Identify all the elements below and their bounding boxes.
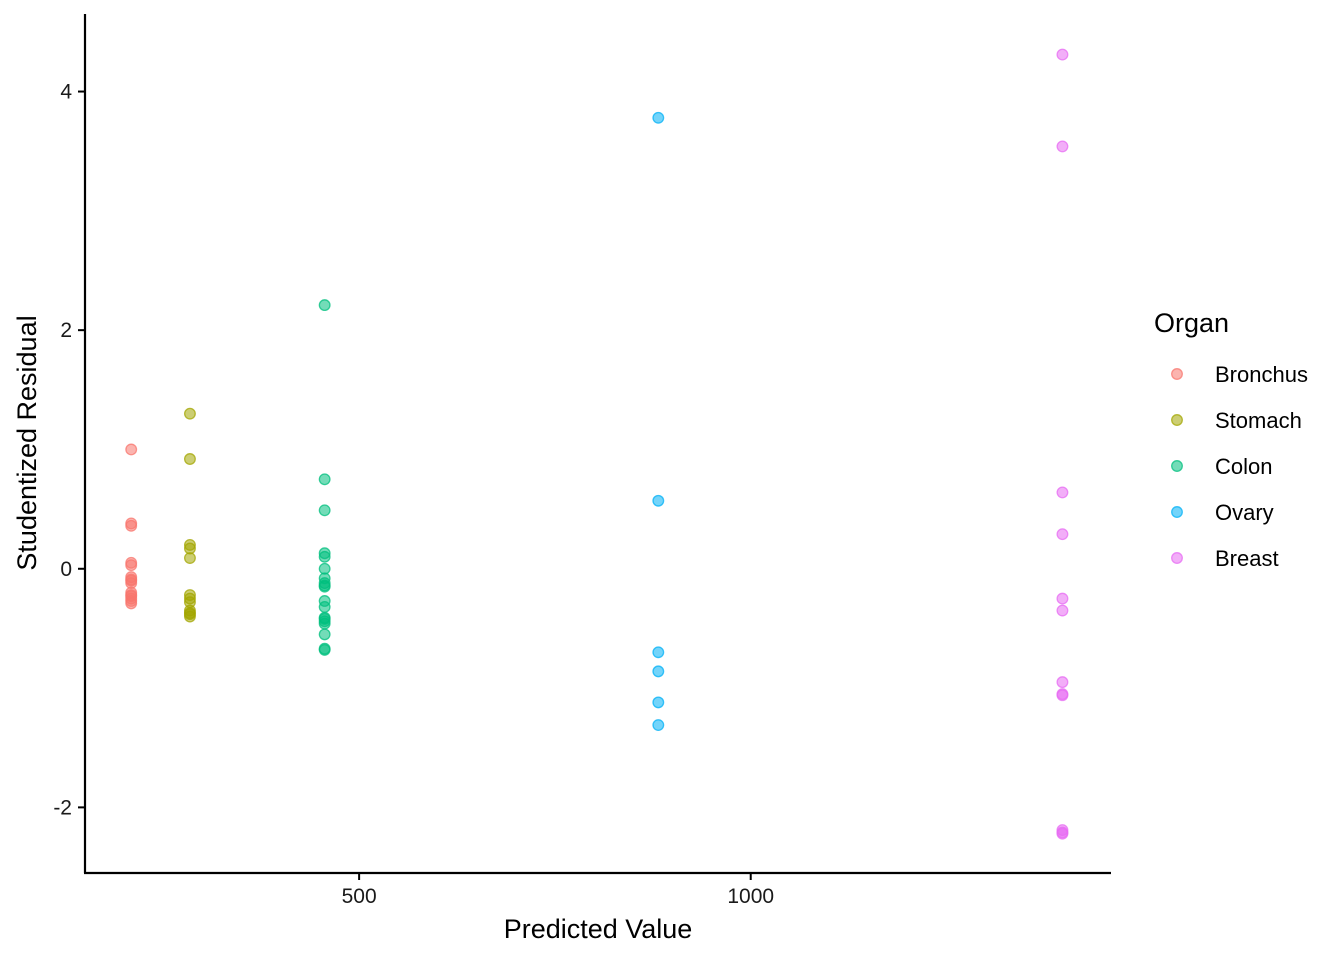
data-point-ovary bbox=[652, 665, 665, 678]
data-point-colon bbox=[318, 628, 331, 641]
series-ovary bbox=[652, 111, 665, 732]
x-axis-ticks: 500 1000 bbox=[342, 873, 774, 908]
legend-label: Colon bbox=[1215, 454, 1272, 479]
x-axis-title: Predicted Value bbox=[504, 914, 693, 944]
data-point-stomach bbox=[183, 407, 196, 420]
legend: Organ Bronchus Stomach Colon Ovary Breast bbox=[1154, 308, 1308, 571]
data-point-colon bbox=[318, 643, 331, 656]
legend-label: Breast bbox=[1215, 546, 1279, 571]
legend-item-breast: Breast bbox=[1171, 546, 1279, 571]
data-point-colon bbox=[318, 473, 331, 486]
legend-title: Organ bbox=[1154, 308, 1229, 338]
y-tick-label: -2 bbox=[53, 796, 72, 819]
data-point-ovary bbox=[652, 111, 665, 124]
legend-marker bbox=[1171, 414, 1183, 426]
data-point-colon bbox=[318, 504, 331, 517]
data-point-breast bbox=[1056, 689, 1069, 702]
legend-label: Bronchus bbox=[1215, 362, 1308, 387]
legend-item-bronchus: Bronchus bbox=[1171, 362, 1308, 387]
data-point-breast bbox=[1056, 827, 1069, 840]
data-point-breast bbox=[1056, 486, 1069, 499]
data-point-breast bbox=[1056, 592, 1069, 605]
data-point-ovary bbox=[652, 719, 665, 732]
data-point-bronchus bbox=[125, 519, 138, 532]
data-point-breast bbox=[1056, 140, 1069, 153]
data-point-breast bbox=[1056, 528, 1069, 541]
data-point-bronchus bbox=[125, 597, 138, 610]
data-point-ovary bbox=[652, 696, 665, 709]
legend-label: Ovary bbox=[1215, 500, 1274, 525]
y-tick-label: 4 bbox=[60, 81, 72, 104]
data-point-breast bbox=[1056, 676, 1069, 689]
data-point-ovary bbox=[652, 494, 665, 507]
data-point-colon bbox=[318, 550, 331, 563]
legend-marker bbox=[1171, 460, 1183, 472]
y-tick-label: 2 bbox=[60, 319, 72, 342]
data-point-bronchus bbox=[125, 443, 138, 456]
legend-marker bbox=[1171, 368, 1183, 380]
y-axis-ticks: -2 0 2 4 bbox=[53, 81, 85, 819]
series-stomach bbox=[183, 407, 196, 623]
data-point-stomach bbox=[183, 552, 196, 564]
legend-marker bbox=[1171, 506, 1183, 518]
legend-item-stomach: Stomach bbox=[1171, 408, 1302, 433]
data-point-breast bbox=[1056, 48, 1069, 61]
data-point-breast bbox=[1056, 604, 1069, 617]
points-layer bbox=[125, 48, 1069, 840]
x-tick-label: 500 bbox=[342, 885, 377, 908]
y-tick-label: 0 bbox=[60, 558, 72, 581]
legend-item-ovary: Ovary bbox=[1171, 500, 1274, 525]
legend-marker bbox=[1171, 552, 1183, 564]
series-breast bbox=[1056, 48, 1069, 840]
legend-items: Bronchus Stomach Colon Ovary Breast bbox=[1171, 362, 1308, 571]
legend-item-colon: Colon bbox=[1171, 454, 1272, 479]
data-point-stomach bbox=[183, 610, 196, 623]
data-point-colon bbox=[318, 580, 331, 593]
data-point-colon bbox=[318, 299, 331, 312]
x-tick-label: 1000 bbox=[727, 885, 774, 908]
y-axis-title: Studentized Residual bbox=[12, 315, 42, 570]
data-point-stomach bbox=[183, 453, 196, 465]
series-colon bbox=[318, 299, 331, 656]
data-point-ovary bbox=[652, 646, 665, 659]
data-point-bronchus bbox=[125, 559, 138, 572]
data-point-colon bbox=[318, 600, 331, 613]
series-bronchus bbox=[125, 443, 138, 610]
legend-label: Stomach bbox=[1215, 408, 1302, 433]
data-point-colon bbox=[318, 617, 331, 630]
